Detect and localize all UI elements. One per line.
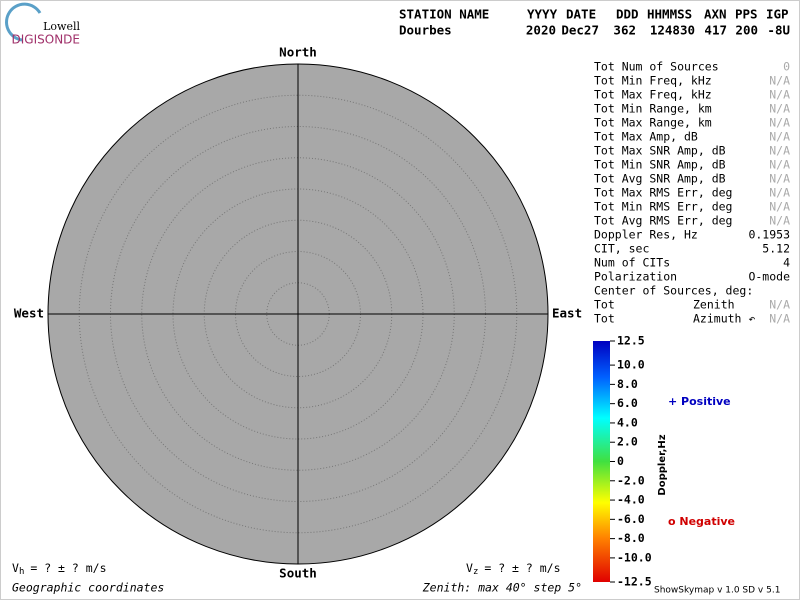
table-value: 0 xyxy=(783,60,790,74)
table-value: N/A xyxy=(769,74,790,88)
colorbar-tick-label: 2.0 xyxy=(617,435,638,449)
legend-negative: o Negative xyxy=(668,515,735,528)
table-value: N/A xyxy=(769,200,790,214)
north-label: North xyxy=(279,45,317,60)
header-label: AXN xyxy=(704,7,727,22)
table-value: 0.1953 xyxy=(748,228,790,242)
header-value: 417 xyxy=(704,23,727,38)
header-value: -8U xyxy=(767,23,790,38)
colorbar-tick-label: 6.0 xyxy=(617,396,638,410)
header-label: STATION NAME xyxy=(399,7,489,22)
colorbar-label: Doppler,Hz xyxy=(657,434,668,495)
header-label: PPS xyxy=(735,7,758,22)
header-value: Dec27 xyxy=(561,23,599,38)
table-label: Tot Avg SNR Amp, dB xyxy=(594,172,726,186)
table-label: Tot Avg RMS Err, deg xyxy=(594,214,732,228)
table-label: Doppler Res, Hz xyxy=(594,228,698,242)
colorbar-tick-label: -4.0 xyxy=(617,493,645,507)
table-value: N/A xyxy=(769,186,790,200)
table-value: N/A xyxy=(769,144,790,158)
table-label: Tot Max SNR Amp, dB xyxy=(594,144,726,158)
colorbar-tick-label: -10.0 xyxy=(617,550,652,564)
colorbar-tick-label: 4.0 xyxy=(617,415,638,429)
west-label: West xyxy=(14,306,44,321)
header-value: 124830 xyxy=(650,23,695,38)
table-label: Azimuth ↶ xyxy=(693,312,755,326)
header-value: 362 xyxy=(613,23,636,38)
header-label: IGP xyxy=(766,7,789,22)
colorbar-tick-label: 12.5 xyxy=(617,334,645,348)
table-value: N/A xyxy=(769,130,790,144)
table-label: Tot xyxy=(594,298,615,312)
table-value: N/A xyxy=(769,158,790,172)
colorbar-tick-label: 0 xyxy=(617,454,624,468)
colorbar-tick-label: -8.0 xyxy=(617,531,645,545)
table-label: Tot Max RMS Err, deg xyxy=(594,186,732,200)
table-label: Num of CITs xyxy=(594,256,670,270)
table-value: N/A xyxy=(769,298,790,312)
table-label: Tot Max Amp, dB xyxy=(594,130,698,144)
table-label: Tot Min Range, km xyxy=(594,102,712,116)
colorbar xyxy=(593,341,610,582)
logo-top: Lowell xyxy=(43,20,80,33)
table-value: N/A xyxy=(769,312,790,326)
colorbar-tick-label: 8.0 xyxy=(617,377,638,391)
table-label: Center of Sources, deg: xyxy=(594,284,753,298)
table-label: Tot xyxy=(594,312,615,326)
colorbar-tick-label: 10.0 xyxy=(617,358,645,372)
east-label: East xyxy=(552,306,582,321)
vz-text: Vz = ? ± ? m/s xyxy=(466,561,561,577)
version-text: ShowSkymap v 1.0 SD v 5.1 xyxy=(654,586,780,596)
table-value: N/A xyxy=(769,116,790,130)
logo-arc xyxy=(5,2,42,42)
header-value: 2020 xyxy=(526,23,556,38)
table-label: Tot Num of Sources xyxy=(594,60,719,74)
table-value: N/A xyxy=(769,102,790,116)
table-label: Tot Max Freq, kHz xyxy=(594,88,712,102)
table-value: 5.12 xyxy=(762,242,790,256)
table-label: Tot Min Freq, kHz xyxy=(594,74,712,88)
colorbar-tick-label: -2.0 xyxy=(617,473,645,487)
table-value: O-mode xyxy=(748,270,790,284)
header-value: Dourbes xyxy=(399,23,452,38)
colorbar-tick-label: -12.5 xyxy=(617,575,652,589)
header-label: DATE xyxy=(566,7,596,22)
coords-text: Geographic coordinates xyxy=(12,581,164,595)
legend-positive: + Positive xyxy=(668,395,731,408)
table-label: Tot Max Range, km xyxy=(594,116,712,130)
table-value: N/A xyxy=(769,214,790,228)
table-value: N/A xyxy=(769,172,790,186)
header-label: YYYY xyxy=(527,7,558,22)
logo-bottom: DIGISONDE xyxy=(12,33,80,47)
table-value: 4 xyxy=(783,256,790,270)
zenith-text: Zenith: max 40° step 5° xyxy=(422,581,582,595)
table-label: CIT, sec xyxy=(594,242,649,256)
header-value: 200 xyxy=(735,23,758,38)
table-label: Tot Min RMS Err, deg xyxy=(594,200,732,214)
table-label: Polarization xyxy=(594,270,677,284)
table-label: Tot Min SNR Amp, dB xyxy=(594,158,726,172)
table-label: Zenith xyxy=(693,298,735,312)
table-value: N/A xyxy=(769,88,790,102)
colorbar-tick-label: -6.0 xyxy=(617,512,645,526)
header-label: HHMMSS xyxy=(647,7,692,22)
header-label: DDD xyxy=(616,7,639,22)
vh-text: Vh = ? ± ? m/s xyxy=(12,561,107,577)
south-label: South xyxy=(279,566,317,581)
